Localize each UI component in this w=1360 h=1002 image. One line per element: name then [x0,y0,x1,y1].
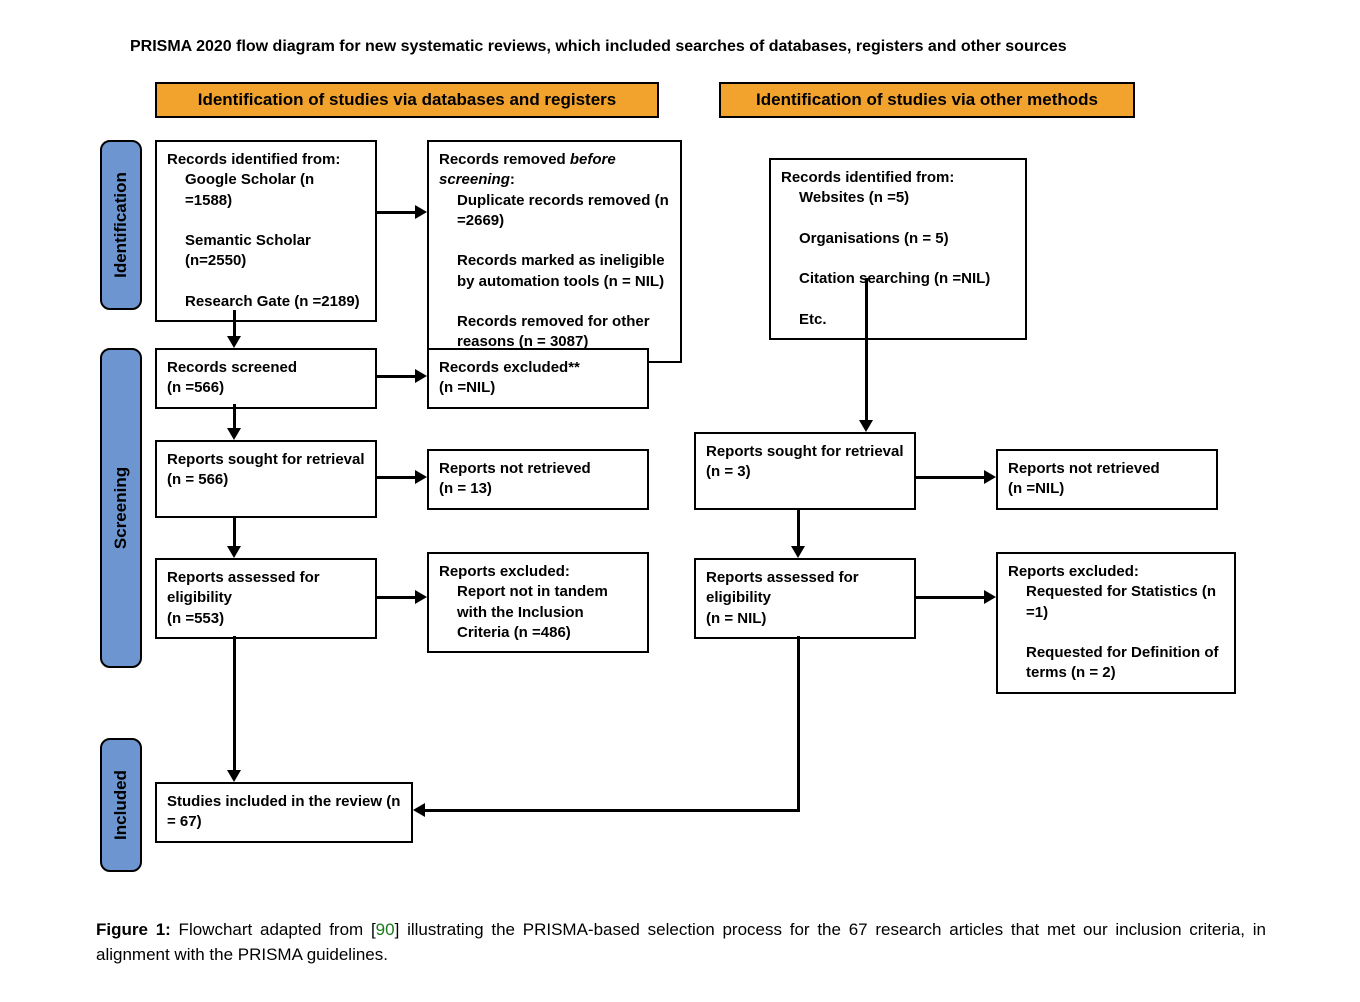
caption-ref: 90 [376,920,395,939]
caption-text-before: Flowchart adapted from [ [171,920,376,939]
a-sought-other-to-notret-head [984,470,996,484]
box-records-excluded: Records excluded**(n =NIL) [427,348,649,409]
box-reports-assessed-other: Reports assessed for eligibility(n = NIL… [694,558,916,639]
elbow-included-v [797,636,800,810]
a-screened-to-sought-line [233,404,236,430]
elbow-included-head [413,803,425,817]
a-other-to-sought-line [865,278,868,422]
diagram-title: PRISMA 2020 flow diagram for new systema… [130,38,1130,56]
box-reports-assessed-db: Reports assessed for eligibility(n =553) [155,558,377,639]
a-assessed-to-included-head [227,770,241,782]
a-assessed-to-included-line [233,636,236,772]
box-reports-sought-db: Reports sought for retrieval(n = 566) [155,440,377,518]
box-reports-sought-other: Reports sought for retrieval(n = 3) [694,432,916,510]
side-identification: Identification [100,140,142,310]
a-sought-other-to-assessed-line [797,510,800,548]
box-reports-not-retrieved-db: Reports not retrieved(n = 13) [427,449,649,510]
a-screened-to-excluded-head [415,369,427,383]
a-db-to-removed-head [415,205,427,219]
side-screening-text: Screening [111,467,131,549]
header-databases: Identification of studies via databases … [155,82,659,118]
a-sought-to-assessed-db-head [227,546,241,558]
a-assesseddb-to-excl-line [377,596,417,599]
prisma-flow-diagram: PRISMA 2020 flow diagram for new systema… [0,0,1360,1002]
a-soughtdb-to-notret-head [415,470,427,484]
elbow-included-h [423,809,800,812]
box-records-identified-db: Records identified from:Google Scholar (… [155,140,377,322]
a-assessed-other-to-excl-line [916,596,986,599]
figure-label: Figure 1: [96,920,171,939]
a-assessed-other-to-excl-head [984,590,996,604]
box-reports-excluded-db: Reports excluded:Report not in tandem wi… [427,552,649,653]
side-included-text: Included [111,770,131,840]
a-assesseddb-to-excl-head [415,590,427,604]
box-studies-included: Studies included in the review (n = 67) [155,782,413,843]
box-reports-not-retrieved-other: Reports not retrieved(n =NIL) [996,449,1218,510]
a-screened-to-sought-head [227,428,241,440]
a-sought-other-to-assessed-head [791,546,805,558]
side-screening: Screening [100,348,142,668]
a-screened-to-excluded-line [377,375,417,378]
a-sought-other-to-notret-line [916,476,986,479]
box-records-identified-other: Records identified from:Websites (n =5)O… [769,158,1027,340]
a-soughtdb-to-notret-line [377,476,417,479]
figure-caption: Figure 1: Flowchart adapted from [90] il… [96,918,1266,967]
a-db-to-removed-line [377,211,417,214]
a-db-to-screened-line [233,310,236,338]
a-other-to-sought-head [859,420,873,432]
box-records-removed: Records removed before screening:Duplica… [427,140,682,363]
header-other: Identification of studies via other meth… [719,82,1135,118]
side-identification-text: Identification [111,172,131,278]
box-records-screened: Records screened(n =566) [155,348,377,409]
side-included: Included [100,738,142,872]
a-sought-to-assessed-db-line [233,518,236,548]
a-db-to-screened-head [227,336,241,348]
box-reports-excluded-other: Reports excluded:Requested for Statistic… [996,552,1236,694]
